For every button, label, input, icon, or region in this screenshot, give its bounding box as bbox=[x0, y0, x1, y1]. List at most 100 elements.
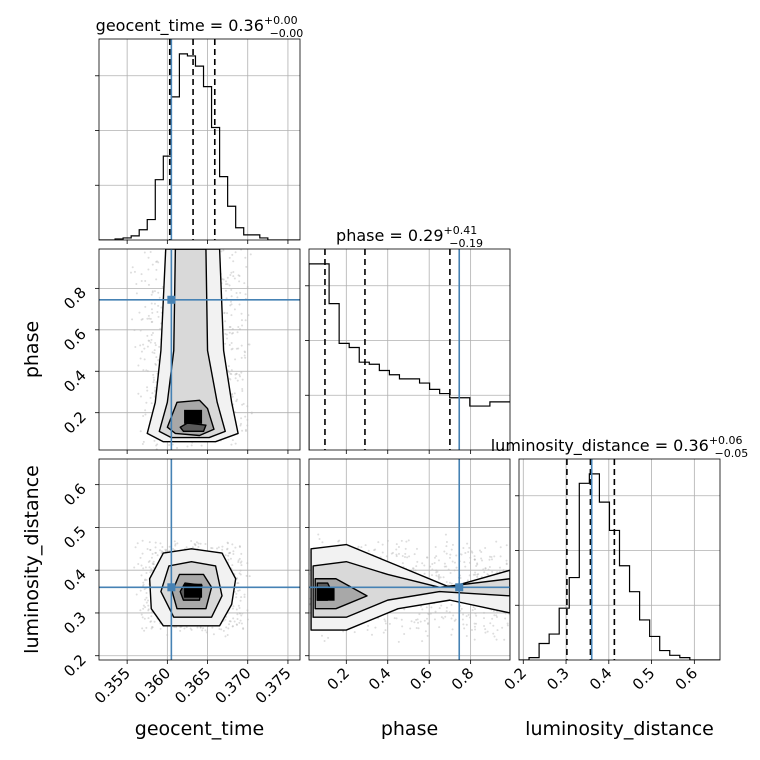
sample-point bbox=[484, 547, 487, 550]
sample-point bbox=[144, 598, 147, 601]
sample-point bbox=[153, 349, 156, 352]
sample-point bbox=[157, 304, 160, 307]
sample-point bbox=[236, 613, 239, 616]
sample-point bbox=[157, 291, 160, 294]
sample-point bbox=[524, 611, 526, 613]
sample-point bbox=[235, 596, 238, 599]
sample-point bbox=[231, 253, 234, 256]
xaxis-label-geocent_time: geocent_time bbox=[135, 718, 264, 740]
sample-point bbox=[191, 243, 193, 245]
sample-point bbox=[235, 608, 238, 611]
sample-point bbox=[131, 318, 134, 321]
sample-point bbox=[505, 544, 508, 547]
sample-point bbox=[232, 260, 235, 263]
sample-point bbox=[145, 571, 148, 574]
sample-point bbox=[148, 541, 151, 544]
sample-point bbox=[222, 278, 225, 281]
sample-point bbox=[495, 638, 498, 641]
sample-point bbox=[228, 256, 231, 259]
sample-point bbox=[401, 554, 404, 557]
sample-point bbox=[237, 559, 240, 562]
sample-point bbox=[236, 577, 239, 580]
sample-point bbox=[529, 580, 531, 582]
sample-point bbox=[470, 629, 473, 632]
sample-point bbox=[146, 317, 149, 320]
sample-point bbox=[238, 246, 240, 248]
sample-point bbox=[139, 589, 142, 592]
sample-point bbox=[318, 538, 321, 541]
sample-point bbox=[150, 338, 153, 341]
sample-point bbox=[505, 559, 508, 562]
sample-point bbox=[231, 607, 234, 610]
sample-point bbox=[226, 283, 229, 286]
sample-point bbox=[463, 561, 466, 564]
sample-point bbox=[510, 616, 512, 618]
sample-point bbox=[150, 293, 153, 296]
sample-point bbox=[176, 542, 179, 545]
sample-point bbox=[240, 319, 243, 322]
sample-point bbox=[227, 627, 230, 630]
sample-point bbox=[148, 451, 150, 453]
sample-point bbox=[242, 402, 245, 405]
ytick-label-luminosity_distance: 0.3 bbox=[60, 608, 90, 638]
sample-point bbox=[235, 372, 238, 375]
sample-point bbox=[434, 610, 437, 613]
sample-point bbox=[450, 603, 453, 606]
sample-point bbox=[462, 613, 465, 616]
sample-point bbox=[421, 562, 424, 565]
sample-point bbox=[144, 606, 147, 609]
sample-point bbox=[453, 561, 456, 564]
sample-point bbox=[455, 566, 458, 569]
sample-point bbox=[240, 622, 243, 625]
sample-point bbox=[224, 280, 227, 283]
sample-point bbox=[140, 280, 143, 283]
sample-point bbox=[158, 296, 161, 299]
contour-level-2 bbox=[312, 560, 510, 618]
sample-point bbox=[143, 629, 146, 632]
sample-point bbox=[427, 622, 430, 625]
sample-point bbox=[139, 556, 142, 559]
sample-point bbox=[142, 343, 145, 346]
sample-point bbox=[493, 614, 496, 617]
sample-point bbox=[465, 635, 468, 638]
sample-point bbox=[225, 245, 227, 247]
sample-point bbox=[241, 429, 244, 432]
contour-level-4 bbox=[179, 422, 207, 433]
sample-point bbox=[563, 606, 565, 608]
sample-point bbox=[367, 624, 370, 627]
sample-point bbox=[158, 345, 161, 348]
sample-point bbox=[159, 549, 162, 552]
sample-point bbox=[236, 398, 239, 401]
sample-point bbox=[549, 621, 551, 623]
sample-point bbox=[516, 579, 518, 581]
sample-point bbox=[150, 556, 153, 559]
xtick-label-luminosity_distance: 0.4 bbox=[586, 664, 616, 694]
sample-point bbox=[232, 275, 235, 278]
sample-point bbox=[161, 546, 164, 549]
contour-level-1 bbox=[310, 543, 510, 631]
sample-point bbox=[145, 626, 148, 629]
sample-point bbox=[530, 632, 532, 634]
ytick-label-phase: 0.2 bbox=[60, 408, 90, 438]
sample-point bbox=[496, 629, 499, 632]
sample-point bbox=[238, 373, 241, 376]
sample-point bbox=[147, 617, 150, 620]
sample-point bbox=[130, 271, 133, 274]
sample-point bbox=[149, 571, 152, 574]
sample-point bbox=[465, 623, 468, 626]
sample-point bbox=[401, 562, 404, 565]
sample-point bbox=[153, 290, 156, 293]
sample-point bbox=[135, 593, 138, 596]
sample-point bbox=[140, 273, 143, 276]
sample-point bbox=[150, 402, 153, 405]
sample-point bbox=[553, 584, 555, 586]
sample-point bbox=[154, 342, 157, 345]
sample-point bbox=[235, 623, 238, 626]
sample-point bbox=[243, 350, 246, 353]
sample-point bbox=[231, 395, 234, 398]
sample-point bbox=[323, 639, 326, 642]
ytick-label-phase: 0.6 bbox=[60, 325, 90, 355]
truth-marker bbox=[167, 583, 176, 592]
sample-point bbox=[543, 622, 545, 624]
sample-point bbox=[233, 308, 236, 311]
